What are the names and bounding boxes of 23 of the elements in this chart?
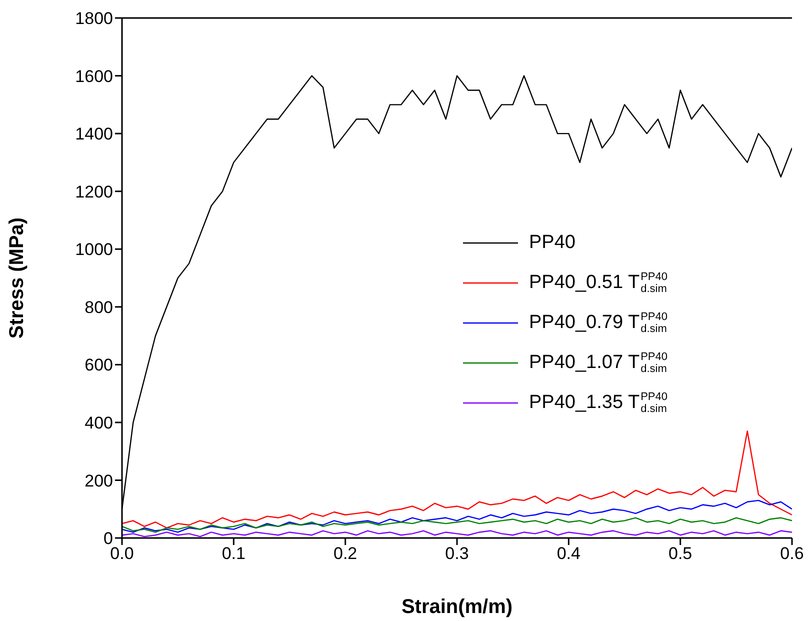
x-tick-label: 0.6 — [780, 544, 804, 564]
y-tick-label: 800 — [84, 298, 113, 317]
x-tick-label: 0.0 — [110, 544, 134, 564]
x-tick-label: 0.2 — [334, 544, 358, 564]
y-tick-label: 200 — [84, 471, 113, 490]
y-axis-title: Stress (MPa) — [6, 217, 28, 339]
x-tick-label: 0.1 — [222, 544, 246, 564]
x-tick-label: 0.3 — [445, 544, 469, 564]
line-series — [122, 500, 792, 533]
y-tick-label: 1400 — [75, 124, 113, 144]
y-tick-label: 1000 — [75, 240, 113, 260]
x-tick-label: 0.4 — [556, 544, 580, 564]
x-tick-label: 0.5 — [668, 544, 692, 564]
line-series — [122, 517, 792, 533]
y-tick-label: 400 — [84, 413, 113, 432]
legend-label: PP40 — [529, 232, 576, 253]
y-tick-label: 600 — [84, 356, 113, 375]
x-axis-title: Strain(m/m) — [401, 596, 513, 618]
y-tick-label: 1600 — [75, 66, 113, 86]
y-tick-label: 1200 — [75, 182, 113, 202]
y-tick-label: 1800 — [75, 9, 113, 28]
line-series — [122, 430, 792, 528]
y-tick-label: 0 — [104, 529, 113, 548]
